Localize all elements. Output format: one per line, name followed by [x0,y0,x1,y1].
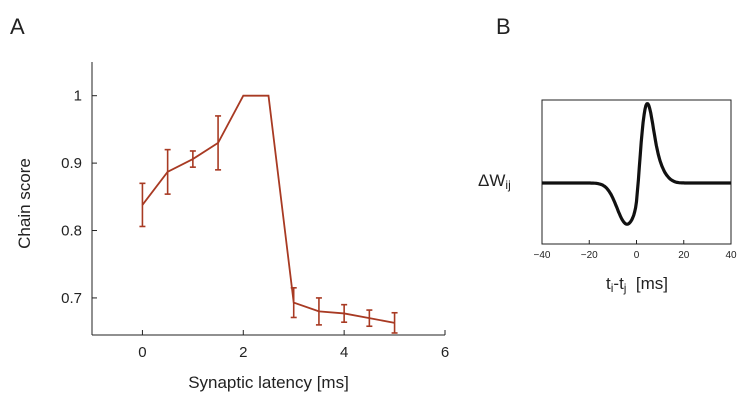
panel-label-a: A [10,14,25,39]
chart-b-x-tick-label: 0 [634,250,640,261]
chart-b-x-axis-label: ti-tj [ms] [606,274,668,295]
chart-b-y-label-sub: ij [505,178,510,192]
chart-b-stdp-curve [541,102,732,226]
chart-b-x-label-sub-j: j [623,281,627,295]
chart-a-x-tick-label: 0 [138,344,146,361]
chart-b-x-tick-label: 20 [678,250,690,261]
chart-a-x-tick-label: 2 [239,344,247,361]
chart-a-x-axis-label: Synaptic latency [ms] [188,373,349,392]
chart-a: 0.7 0.8 0.9 1 0 2 4 6 Synaptic latency [ms] Ch… [15,62,449,392]
chart-b-x-tick-label: −40 [534,250,551,261]
chart-b-x-label-unit: [ms] [626,274,668,293]
chart-b-x-label-t2: -t [613,274,624,293]
chart-a-x-ticks: 0 2 4 6 [138,330,449,361]
chart-b-series [541,102,732,226]
chart-b: −40 −20 0 20 40 ΔWij ti-tj [ms] [478,99,737,295]
chart-b-y-axis-label: ΔWij [478,171,511,192]
panel-label-b: B [496,14,511,39]
chart-b-axes [541,99,732,245]
chart-a-y-tick-label: 0.9 [61,155,82,172]
chart-a-y-tick-label: 0.8 [61,223,82,240]
chart-a-x-tick-label: 4 [340,344,348,361]
chart-a-series [141,94,395,324]
chart-a-y-tick-label: 1 [74,88,82,105]
chart-b-x-label-t1: t [606,274,611,293]
chart-a-y-tick-label: 0.7 [61,290,82,307]
chart-b-x-label-sub-i: i [611,281,614,295]
chart-a-line [141,94,395,324]
chart-a-y-ticks: 0.7 0.8 0.9 1 [61,88,97,307]
chart-a-x-tick-label: 6 [441,344,449,361]
chart-b-x-tick-label: −20 [581,250,598,261]
chart-b-y-label-main: ΔW [478,171,505,190]
chart-b-x-tick-label: 40 [725,250,737,261]
chart-b-frame [541,99,732,245]
chart-a-y-axis-label: Chain score [15,158,34,249]
chart-b-x-ticks: −40 −20 0 20 40 [534,240,737,261]
chart-a-axes [91,62,445,336]
chart-a-error-bars [139,115,398,334]
